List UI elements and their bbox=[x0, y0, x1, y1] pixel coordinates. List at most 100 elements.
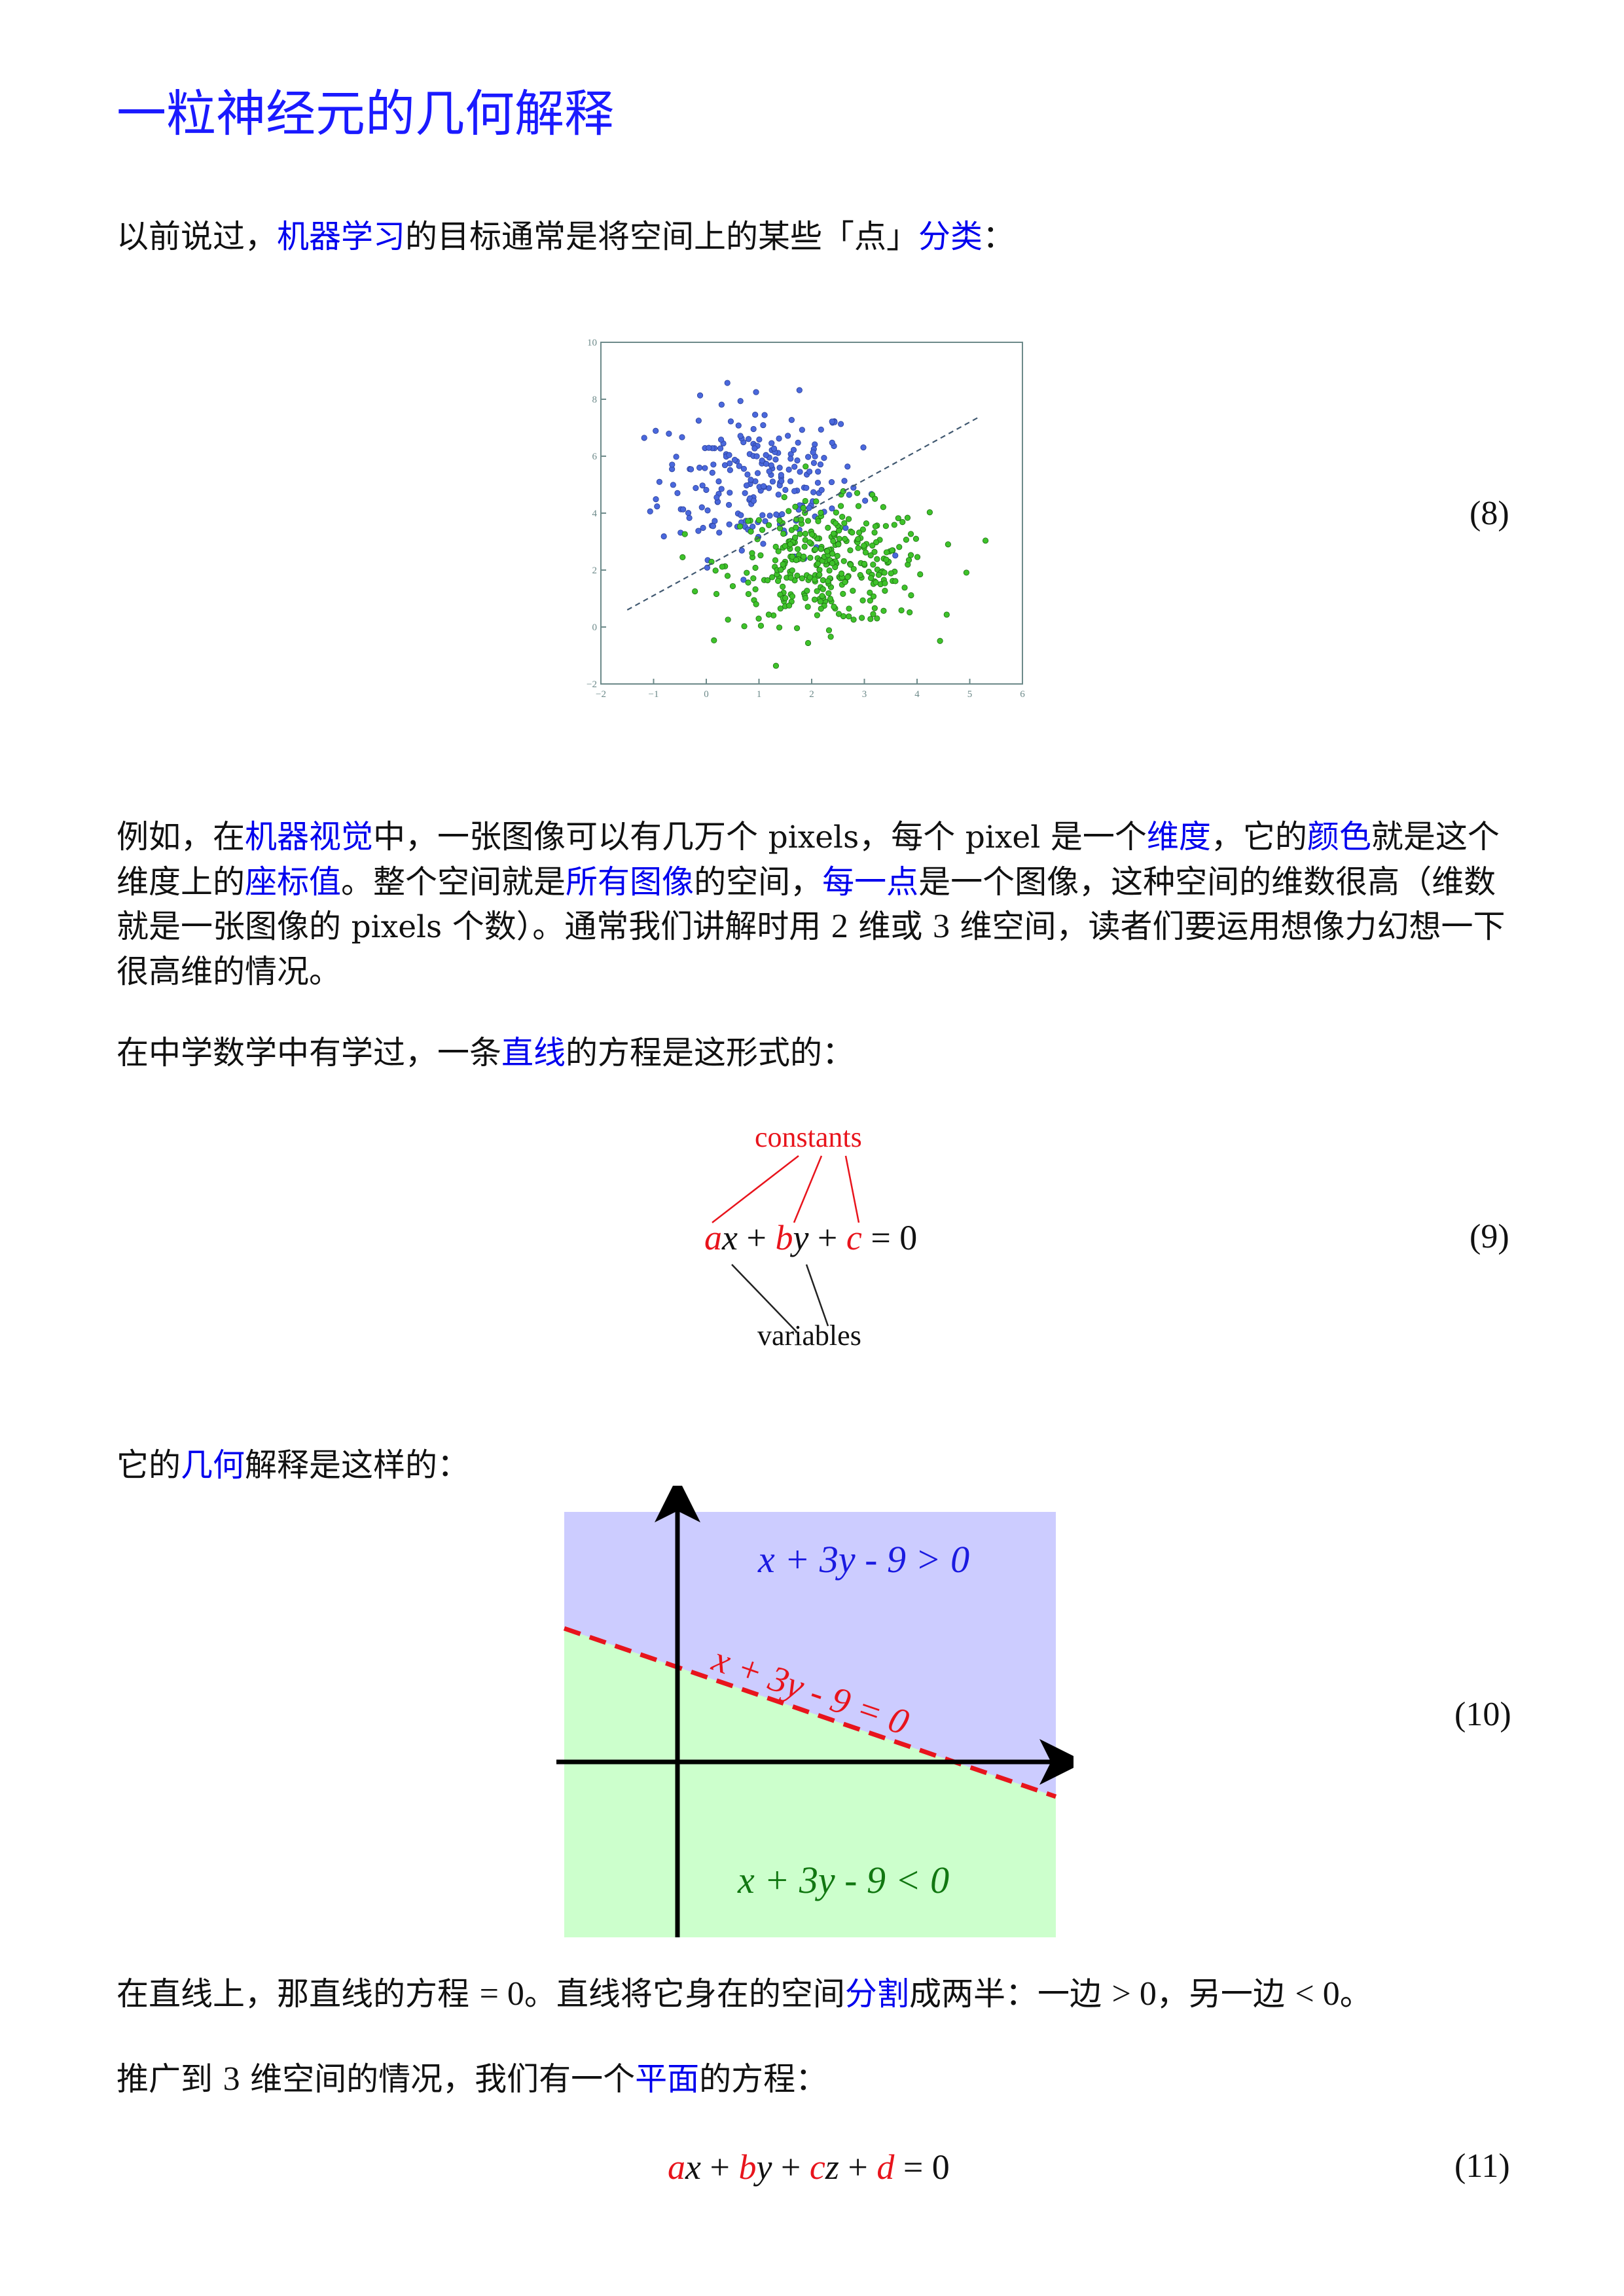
blue-point bbox=[756, 436, 763, 443]
variable-z: z bbox=[825, 2147, 839, 2187]
number: 3 bbox=[932, 908, 950, 945]
green-point bbox=[755, 517, 762, 524]
green-point bbox=[881, 569, 888, 576]
green-point bbox=[820, 577, 827, 584]
blue-point bbox=[791, 463, 798, 470]
link-geometry[interactable]: 几何 bbox=[181, 1446, 245, 1484]
link-dimension[interactable]: 维度 bbox=[1146, 818, 1211, 855]
blue-point bbox=[821, 455, 827, 461]
green-point bbox=[802, 595, 808, 601]
text: ： bbox=[983, 218, 1015, 255]
green-point bbox=[772, 557, 779, 564]
link-machine-vision[interactable]: 机器视觉 bbox=[245, 818, 374, 855]
green-point bbox=[692, 588, 698, 595]
link-each-point[interactable]: 每一点 bbox=[822, 863, 919, 901]
blue-point bbox=[760, 483, 767, 490]
green-point bbox=[769, 574, 776, 581]
link-partition[interactable]: 分割 bbox=[844, 1975, 909, 2013]
green-point bbox=[745, 579, 751, 586]
blue-point bbox=[742, 490, 748, 497]
green-point bbox=[888, 570, 894, 577]
coefficient-b: b bbox=[738, 2147, 757, 2187]
green-point bbox=[794, 572, 801, 579]
green-point bbox=[724, 573, 731, 579]
blue-point bbox=[725, 501, 732, 509]
blue-point bbox=[806, 505, 812, 511]
blue-point bbox=[726, 521, 732, 528]
green-point bbox=[814, 560, 821, 567]
green-point bbox=[748, 528, 754, 535]
green-point bbox=[825, 578, 831, 584]
link-color[interactable]: 颜色 bbox=[1307, 818, 1371, 855]
green-point bbox=[862, 549, 869, 556]
blue-point bbox=[740, 577, 747, 583]
link-all-images[interactable]: 所有图像 bbox=[566, 863, 695, 901]
scatter-plot-figure: −2 −1 0 1 2 3 4 5 6 −2 0 2 4 6 8 10 bbox=[586, 338, 1025, 700]
green-point bbox=[800, 505, 806, 511]
green-point bbox=[736, 523, 744, 529]
green-point bbox=[895, 515, 901, 522]
green-point bbox=[859, 615, 865, 621]
green-point bbox=[846, 605, 852, 612]
green-point bbox=[745, 518, 751, 524]
blue-point bbox=[829, 439, 835, 446]
green-point bbox=[937, 637, 943, 644]
blue-point bbox=[750, 497, 757, 504]
link-coordinate[interactable]: 座标值 bbox=[245, 863, 342, 901]
green-point bbox=[776, 624, 783, 631]
text: 中，一张图像可以有几万个 bbox=[373, 818, 768, 855]
green-point bbox=[776, 525, 784, 531]
green-point bbox=[836, 535, 842, 542]
green-point bbox=[820, 586, 826, 592]
green-point bbox=[842, 535, 848, 542]
blue-point bbox=[727, 467, 733, 473]
text: 推广到 bbox=[117, 2060, 223, 2098]
equation-11: ax + by + cz + d = 0 bbox=[668, 2147, 950, 2187]
equation-number-10: (10) bbox=[1454, 1696, 1511, 1733]
blue-point bbox=[704, 507, 711, 514]
green-point bbox=[896, 544, 903, 550]
blue-point bbox=[703, 486, 710, 493]
blue-point bbox=[778, 472, 784, 478]
x-tick-label: 0 bbox=[704, 689, 709, 700]
negative-region-label: x + 3y - 9 < 0 bbox=[737, 1859, 949, 1901]
green-point bbox=[792, 534, 799, 541]
green-point bbox=[806, 574, 813, 581]
blue-point bbox=[669, 461, 676, 468]
blue-point bbox=[660, 533, 667, 540]
green-point bbox=[850, 617, 857, 623]
green-point bbox=[840, 558, 847, 564]
green-point bbox=[854, 490, 861, 496]
blue-point bbox=[738, 512, 744, 518]
operator: + bbox=[700, 2147, 739, 2187]
blue-point bbox=[828, 478, 835, 486]
green-point bbox=[802, 530, 809, 537]
blue-point bbox=[759, 512, 766, 518]
text: 在中学数学中有学过，一条 bbox=[117, 1034, 502, 1071]
blue-point bbox=[790, 446, 797, 453]
operator: + bbox=[808, 1218, 846, 1257]
text: 解释是这样的： bbox=[245, 1446, 470, 1484]
blue-point bbox=[727, 418, 734, 425]
green-point bbox=[901, 584, 908, 591]
green-point bbox=[882, 580, 888, 586]
plot-frame bbox=[600, 342, 1023, 685]
link-machine-learning[interactable]: 机器学习 bbox=[277, 218, 406, 255]
blue-point bbox=[754, 470, 761, 476]
dividing-line bbox=[563, 1626, 1057, 1799]
green-point bbox=[827, 596, 834, 602]
green-point bbox=[847, 562, 854, 568]
blue-point bbox=[731, 457, 738, 463]
green-point bbox=[861, 543, 867, 549]
text: 例如，在 bbox=[117, 818, 245, 855]
link-classification[interactable]: 分类 bbox=[918, 218, 983, 255]
equals-zero: = 0 bbox=[894, 2147, 950, 2187]
blue-point bbox=[751, 445, 758, 452]
blue-point bbox=[696, 464, 703, 471]
variables-label: variables bbox=[757, 1319, 861, 1352]
link-line[interactable]: 直线 bbox=[501, 1034, 566, 1071]
link-plane[interactable]: 平面 bbox=[635, 2060, 700, 2098]
variable-pointer-x bbox=[731, 1264, 799, 1335]
blue-point bbox=[724, 380, 731, 386]
text: 它的 bbox=[117, 1446, 181, 1484]
